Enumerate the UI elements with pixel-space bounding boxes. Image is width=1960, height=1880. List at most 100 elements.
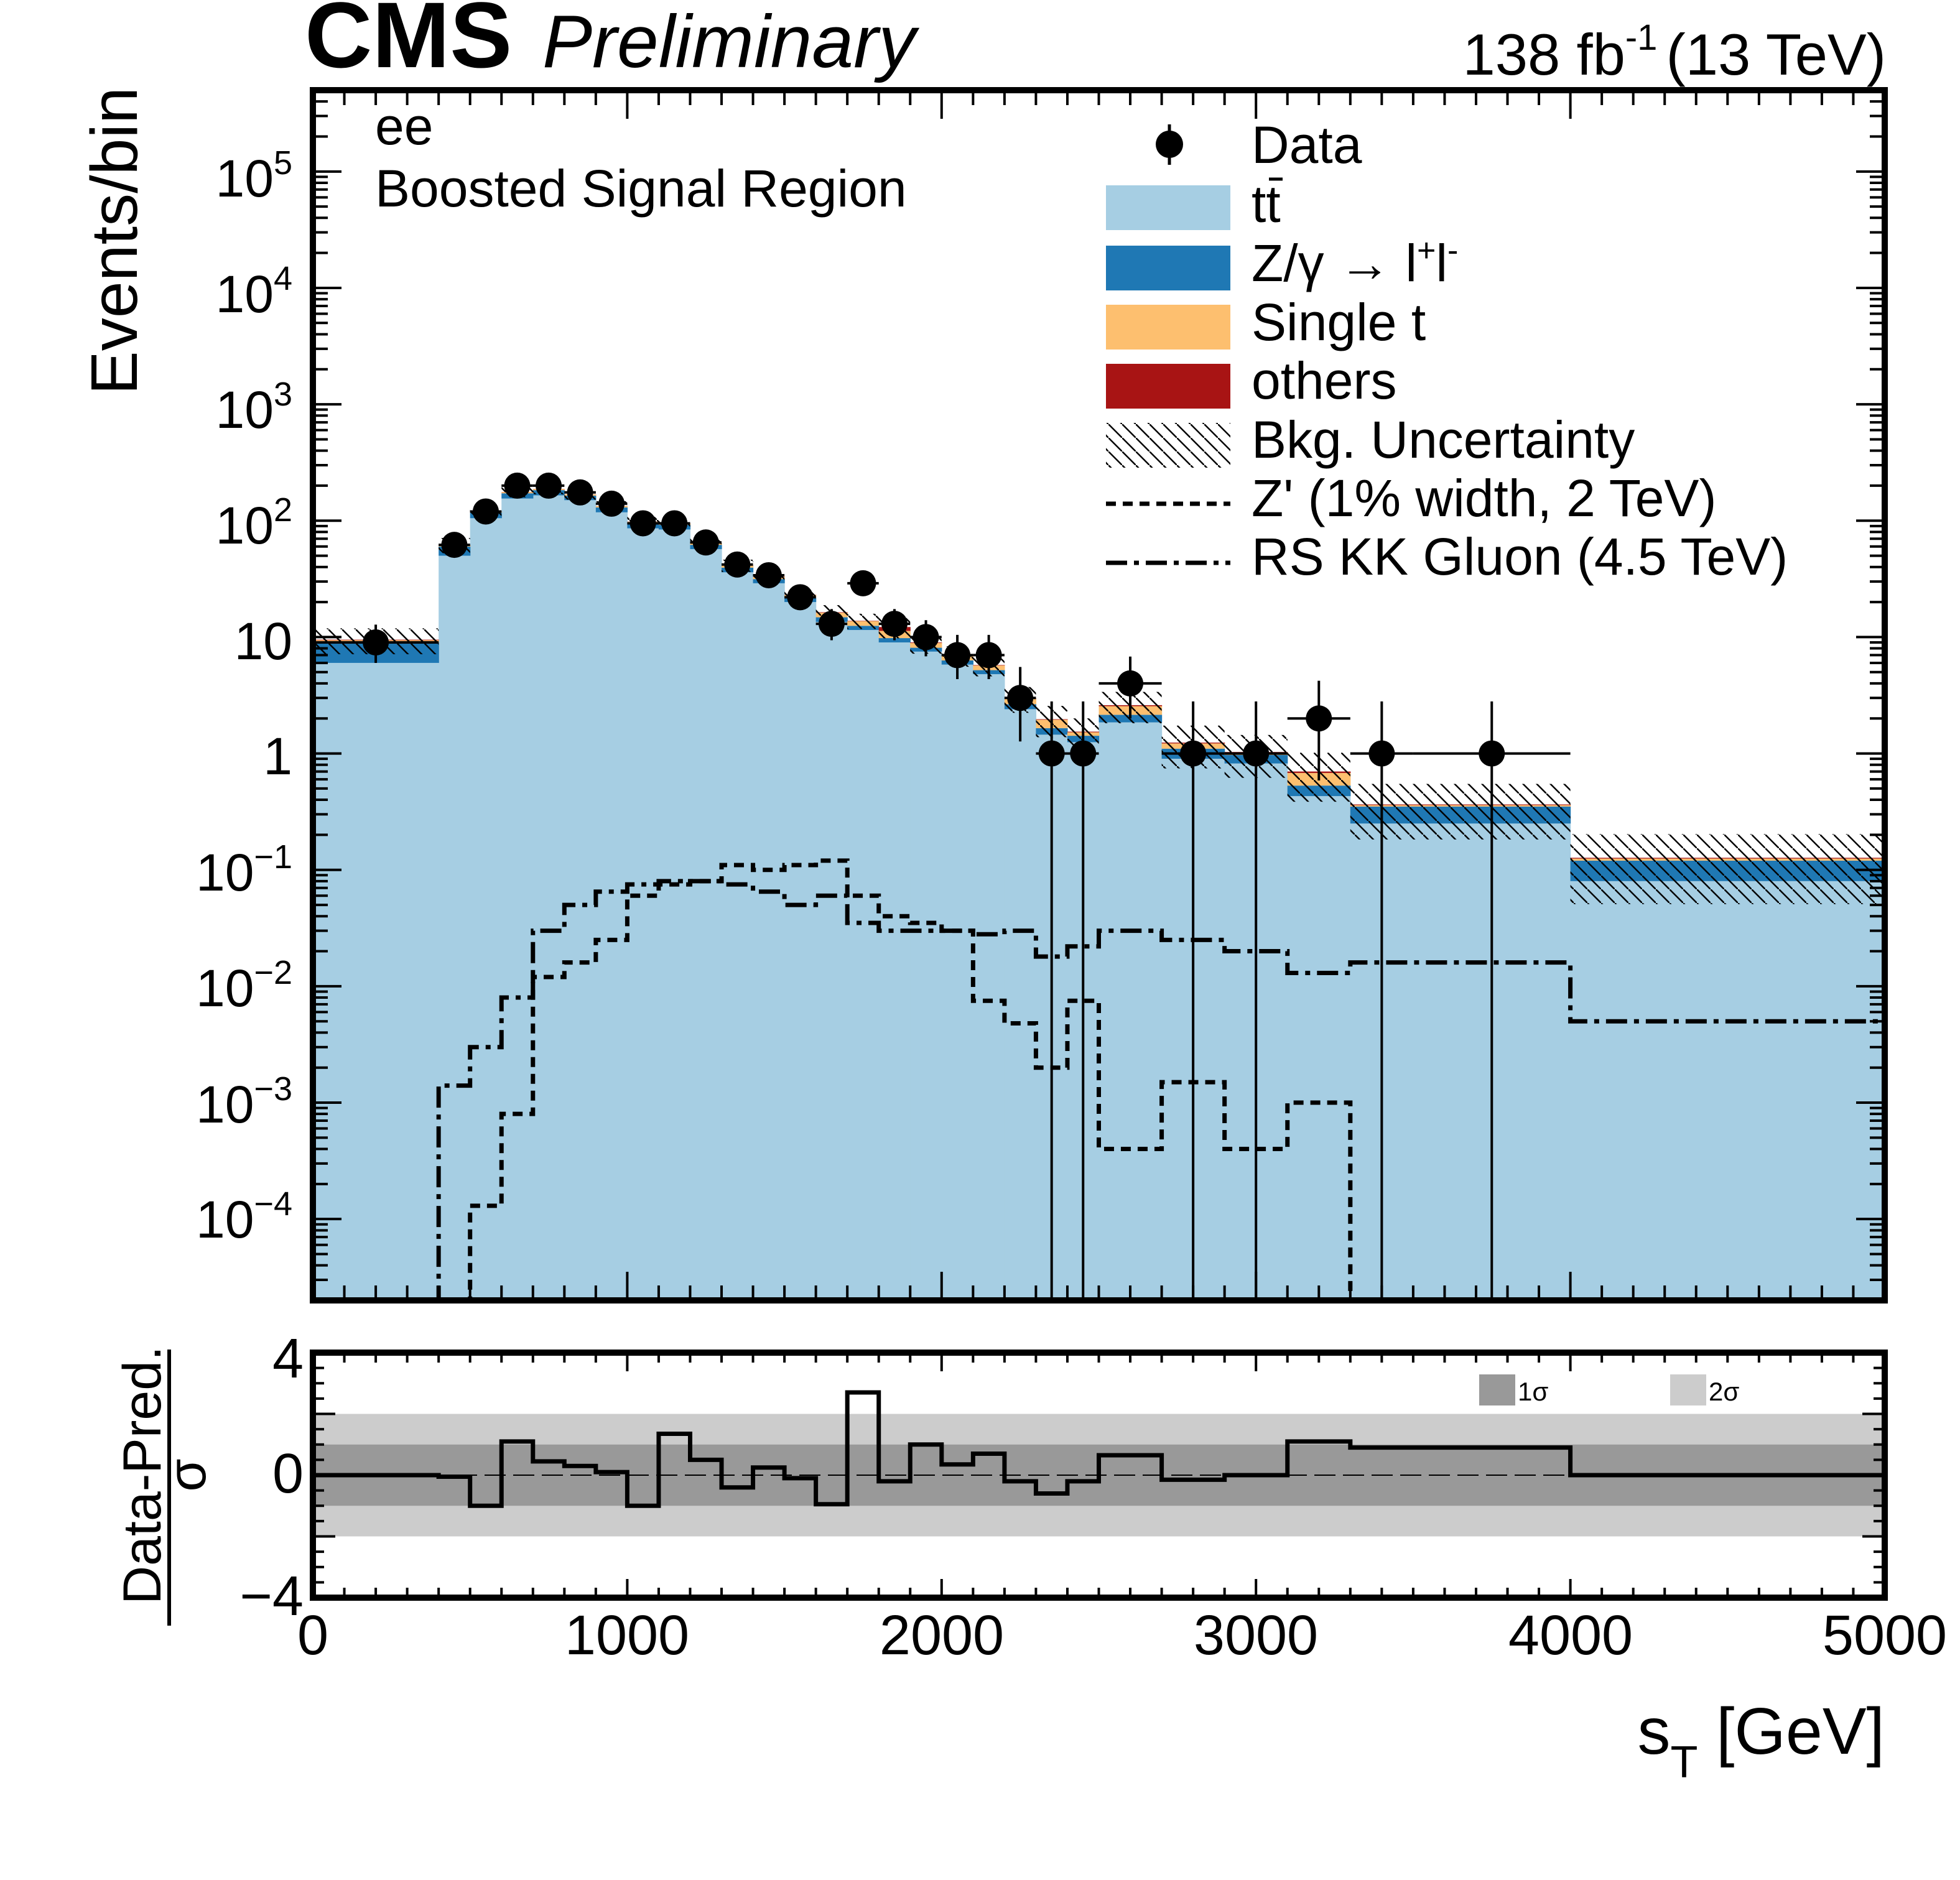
data-point (881, 611, 908, 637)
stack-bar-ttbar (973, 674, 1005, 1300)
xtick-0: 0 (297, 1604, 328, 1667)
data-point (975, 642, 1002, 669)
stack-bar-ttbar (658, 529, 691, 1300)
stack-bar-ttbar (627, 528, 659, 1300)
rsgluon-line (313, 879, 1885, 1300)
ratio-ylabel-numerator: Data-Pred. (113, 1346, 172, 1604)
data-point (441, 532, 468, 558)
stack-bar-ttbar (722, 572, 754, 1300)
legend-data-label: Data (1252, 116, 1362, 174)
ratio-frame (310, 1350, 1888, 1601)
ytick-1e-1: 10−1 (196, 838, 292, 902)
legend-others-swatch (1106, 364, 1230, 409)
channel-label: ee (375, 97, 433, 155)
data-point (787, 584, 814, 611)
background-stack (313, 489, 1885, 1300)
data-point (661, 510, 688, 537)
cms-label: CMS (305, 0, 512, 87)
luminosity-label: 138 fb-1 (13 TeV) (1463, 17, 1887, 87)
stack-bar-ttbar (1350, 823, 1571, 1300)
data-point (1070, 740, 1097, 767)
stack-bar-ttbar (815, 622, 848, 1300)
data-point (1038, 740, 1065, 767)
data-point (1180, 740, 1207, 767)
stack-bar-ttbar (532, 495, 565, 1300)
stack-bar-ttbar (910, 651, 942, 1300)
zprime-line (313, 858, 1885, 1300)
preliminary-label: Preliminary (542, 0, 920, 83)
data-point (1117, 670, 1144, 697)
legend-ttbar-label: tt (1252, 175, 1281, 233)
main-y-axis-label: Events/bin (78, 87, 151, 395)
stack-bar-ttbar (690, 549, 722, 1300)
xtick-1000: 1000 (565, 1604, 689, 1667)
data-point (944, 642, 971, 669)
uncertainty-bar (1570, 834, 1885, 904)
stack-bar-ttbar (501, 498, 534, 1300)
data-point (536, 472, 562, 499)
uncertainty-bar (1350, 784, 1571, 840)
legend-uncertainty-swatch (1106, 423, 1230, 468)
data-point (1368, 740, 1395, 767)
stack-bar-ttbar (1098, 722, 1163, 1300)
stack-bar-ttbar (847, 630, 880, 1300)
ytick-1e-2: 10−2 (196, 954, 292, 1017)
main-frame (310, 87, 1888, 1303)
signal-curves (313, 858, 1885, 1300)
stack-bar-ttbar (784, 602, 817, 1300)
uncertainty-bar (847, 613, 879, 629)
legend-rsgluon-label: RS KK Gluon (4.5 TeV) (1252, 527, 1788, 586)
legend-dy-label: Z/γ → l+l- (1252, 233, 1458, 292)
ratio-ytick-minus4: −4 (239, 1565, 304, 1628)
data-point (1007, 685, 1034, 711)
ratio-ytick-4: 4 (272, 1328, 304, 1390)
legend-zprime-label: Z' (1% width, 2 TeV) (1252, 469, 1716, 527)
ratio-ylabel-denominator: σ (157, 1458, 217, 1491)
ytick-1e3: 103 (216, 376, 292, 439)
xtick-2000: 2000 (880, 1604, 1004, 1667)
ratio-legend-1sigma-swatch (1479, 1374, 1515, 1405)
ytick-10: 10 (235, 612, 292, 670)
data-point (1306, 705, 1332, 732)
stack-bar-ttbar (595, 512, 628, 1300)
ytick-1e4: 104 (216, 260, 292, 323)
stack-bar-ttbar (313, 662, 439, 1300)
stack-bar-ttbar (878, 642, 911, 1300)
legend-data-marker (1156, 131, 1183, 158)
xtick-3000: 3000 (1194, 1604, 1318, 1667)
legend-uncertainty-label: Bkg. Uncertainty (1252, 410, 1635, 469)
ratio-y-tick-labels: 4 0 −4 (239, 1328, 304, 1628)
stack-bar-ttbar (753, 583, 785, 1300)
data-point (692, 529, 719, 556)
ratio-legend-2sigma-swatch (1670, 1374, 1706, 1405)
data-point (850, 570, 876, 596)
legend-others-label: others (1252, 351, 1396, 410)
stack-bar-dy (878, 638, 911, 642)
stack-bar-ttbar (1004, 709, 1037, 1300)
ytick-1e-4: 10−4 (196, 1185, 292, 1249)
legend: Data tt Z/γ → l+l- Single t others Bkg. … (1106, 116, 1788, 586)
xtick-5000: 5000 (1823, 1604, 1947, 1667)
data-points (313, 472, 1571, 1300)
legend-ttbar-swatch (1106, 185, 1230, 230)
data-point (1479, 740, 1505, 767)
legend-dy-swatch (1106, 246, 1230, 290)
main-y-tick-labels: 10−4 10−3 10−2 10−1 1 10 102 103 104 105 (196, 144, 292, 1249)
data-point (629, 510, 656, 537)
xtick-4000: 4000 (1508, 1604, 1633, 1667)
stack-bar-ttbar (439, 555, 471, 1300)
ratio-line (313, 1390, 1885, 1508)
data-point (598, 490, 625, 517)
ytick-1e-3: 10−3 (196, 1070, 292, 1134)
ytick-1e5: 105 (216, 144, 292, 208)
ytick-1: 1 (263, 727, 292, 785)
stack-bar-ttbar (564, 500, 597, 1300)
x-axis-label: sT [GeV] (1638, 1695, 1885, 1787)
data-point (472, 498, 499, 525)
ratio-y-axis-label: Data-Pred. σ (113, 1346, 217, 1626)
stack-bar-ttbar (1570, 881, 1885, 1300)
stack-bar-ttbar (941, 664, 973, 1300)
ratio-legend-1sigma-label: 1σ (1518, 1377, 1548, 1406)
data-point (818, 611, 845, 637)
